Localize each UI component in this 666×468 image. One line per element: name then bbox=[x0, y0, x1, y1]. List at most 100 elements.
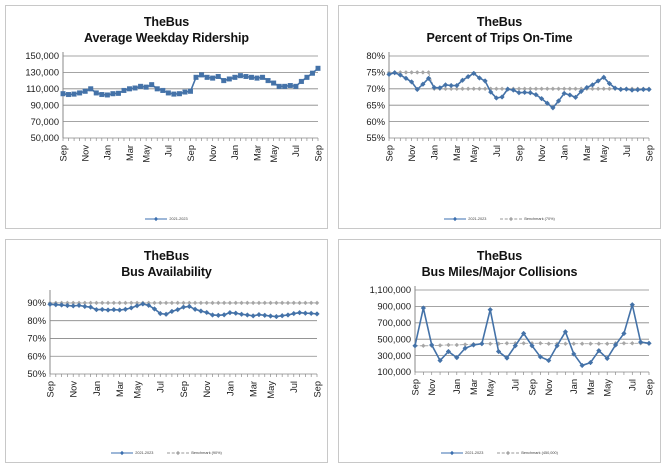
svg-text:Nov: Nov bbox=[427, 379, 437, 396]
chart-title-line1: TheBus bbox=[143, 15, 190, 29]
svg-text:90,000: 90,000 bbox=[31, 100, 59, 110]
svg-text:Sep: Sep bbox=[514, 145, 524, 162]
svg-text:Nov: Nov bbox=[202, 381, 212, 398]
legend-line-marker-icon bbox=[111, 450, 134, 456]
svg-text:Sep: Sep bbox=[410, 379, 420, 396]
svg-text:May: May bbox=[486, 379, 496, 397]
panel-frame: TheBus Bus Availability 50% 60% 70% 80% 90% S… bbox=[5, 239, 328, 463]
legend-label: Benchmark (90%) bbox=[191, 450, 222, 455]
chart-title-line2: Average Weekday Ridership bbox=[84, 31, 249, 45]
svg-text:80%: 80% bbox=[27, 316, 46, 326]
svg-text:Mar: Mar bbox=[125, 145, 135, 161]
svg-text:75%: 75% bbox=[366, 68, 385, 78]
chart-legend-on-time: 2021-2023 Benchmark (70%) bbox=[339, 216, 660, 222]
legend-label: Benchmark (70%) bbox=[524, 216, 555, 221]
svg-text:Jan: Jan bbox=[103, 145, 113, 160]
svg-text:Mar: Mar bbox=[249, 381, 259, 397]
plot-area-collisions: 100,000 300,000 500,000 700,000 900,000 1,100… bbox=[339, 280, 660, 430]
svg-text:Sep: Sep bbox=[644, 145, 654, 162]
chart-svg-collisions: 100,000 300,000 500,000 700,000 900,000 1,100… bbox=[370, 285, 655, 397]
svg-text:70%: 70% bbox=[366, 84, 385, 94]
svg-text:May: May bbox=[469, 145, 479, 163]
plot-area-availability: 50% 60% 70% 80% 90% Sep Nov Jan Mar May Jul Sep Nov J… bbox=[6, 280, 327, 430]
legend-item-series: 2021-2023 bbox=[444, 216, 486, 222]
svg-text:Sep: Sep bbox=[179, 381, 189, 398]
svg-text:May: May bbox=[132, 381, 142, 399]
svg-text:65%: 65% bbox=[366, 100, 385, 110]
svg-text:700,000: 700,000 bbox=[377, 318, 411, 328]
legend-label: 2021-2023 bbox=[169, 216, 188, 221]
svg-text:Sep: Sep bbox=[312, 381, 322, 398]
svg-text:Nov: Nov bbox=[407, 145, 417, 162]
svg-text:May: May bbox=[266, 381, 276, 399]
chart-title-block: TheBus Percent of Trips On-Time bbox=[339, 15, 660, 46]
chart-title-line1: TheBus bbox=[476, 15, 523, 29]
legend-label: 2021-2023 bbox=[135, 450, 154, 455]
svg-text:Jul: Jul bbox=[511, 379, 521, 391]
chart-title-line2: Bus Miles/Major Collisions bbox=[421, 265, 578, 279]
chart-title-block: TheBus Bus Availability bbox=[6, 249, 327, 280]
panel-frame: TheBus Percent of Trips On-Time 55% 60% 65… bbox=[338, 5, 661, 229]
svg-text:Nov: Nov bbox=[208, 145, 218, 162]
svg-text:Sep: Sep bbox=[58, 145, 68, 162]
svg-text:Nov: Nov bbox=[81, 145, 91, 162]
svg-text:Nov: Nov bbox=[537, 145, 547, 162]
legend-item-benchmark: Benchmark (90%) bbox=[167, 450, 222, 456]
svg-text:900,000: 900,000 bbox=[377, 302, 411, 312]
svg-text:Jan: Jan bbox=[569, 379, 579, 394]
svg-text:May: May bbox=[599, 145, 609, 163]
svg-text:Jan: Jan bbox=[560, 145, 570, 160]
svg-text:Sep: Sep bbox=[45, 381, 55, 398]
legend-item-series: 2021-2023 bbox=[111, 450, 153, 456]
svg-text:130,000: 130,000 bbox=[25, 68, 59, 78]
svg-text:Sep: Sep bbox=[644, 379, 654, 396]
svg-text:50%: 50% bbox=[27, 369, 46, 379]
legend-label: Benchmark (450,000) bbox=[521, 450, 558, 455]
legend-line-marker-icon bbox=[441, 450, 464, 456]
svg-text:Jul: Jul bbox=[289, 381, 299, 393]
svg-text:55%: 55% bbox=[366, 133, 385, 143]
chart-title-block: TheBus Bus Miles/Major Collisions bbox=[339, 249, 660, 280]
chart-title-line1: TheBus bbox=[476, 249, 523, 263]
plot-area-on-time: 55% 60% 65% 70% 75% 80% Sep Nov Jan Mar May Jul Sep N… bbox=[339, 46, 660, 196]
svg-text:80%: 80% bbox=[366, 51, 385, 61]
svg-text:Sep: Sep bbox=[527, 379, 537, 396]
svg-text:90%: 90% bbox=[27, 298, 46, 308]
svg-text:Nov: Nov bbox=[69, 381, 79, 398]
svg-text:Jan: Jan bbox=[430, 145, 440, 160]
legend-dashed-marker-icon bbox=[500, 216, 523, 222]
svg-text:Nov: Nov bbox=[544, 379, 554, 396]
svg-text:May: May bbox=[603, 379, 613, 397]
legend-item-series: 2021-2023 bbox=[145, 216, 188, 222]
chart-svg-on-time: 55% 60% 65% 70% 75% 80% Sep Nov Jan Mar May Jul Sep N… bbox=[366, 51, 654, 163]
svg-text:Jan: Jan bbox=[92, 381, 102, 396]
chart-svg-ridership: 50,000 70,000 90,000 110,000 130,000 150,000 S… bbox=[25, 51, 323, 162]
svg-text:70,000: 70,000 bbox=[31, 117, 59, 127]
svg-text:Mar: Mar bbox=[582, 145, 592, 161]
plot-area-ridership: 50,000 70,000 90,000 110,000 130,000 150,000 S… bbox=[6, 46, 327, 196]
svg-text:Jan: Jan bbox=[225, 381, 235, 396]
legend-line-marker-icon bbox=[444, 216, 467, 222]
chart-panel-average-weekday-ridership: TheBus Average Weekday Ridership 50,000 7… bbox=[0, 0, 333, 234]
svg-text:100,000: 100,000 bbox=[377, 367, 411, 377]
legend-item-benchmark: Benchmark (70%) bbox=[500, 216, 555, 222]
svg-text:Sep: Sep bbox=[313, 145, 323, 162]
chart-legend-ridership: 2021-2023 bbox=[6, 216, 327, 222]
svg-text:60%: 60% bbox=[366, 117, 385, 127]
svg-text:Jul: Jul bbox=[164, 145, 174, 157]
svg-text:Jul: Jul bbox=[622, 145, 632, 157]
svg-text:Mar: Mar bbox=[115, 381, 125, 397]
chart-legend-collisions: 2021-2023 Benchmark (450,000) bbox=[339, 450, 660, 456]
chart-panel-percent-of-trips-on-time: TheBus Percent of Trips On-Time 55% 60% 65… bbox=[333, 0, 666, 234]
legend-line-marker-icon bbox=[145, 216, 168, 222]
legend-dashed-marker-icon bbox=[167, 450, 190, 456]
svg-text:Jan: Jan bbox=[230, 145, 240, 160]
chart-title-line2: Bus Availability bbox=[121, 265, 212, 279]
svg-text:1,100,000: 1,100,000 bbox=[370, 285, 411, 295]
chart-panel-bus-availability: TheBus Bus Availability 50% 60% 70% 80% 90% S… bbox=[0, 234, 333, 468]
svg-text:Mar: Mar bbox=[586, 379, 596, 395]
svg-text:60%: 60% bbox=[27, 351, 46, 361]
legend-label: 2021-2023 bbox=[468, 216, 487, 221]
svg-text:70%: 70% bbox=[27, 334, 46, 344]
